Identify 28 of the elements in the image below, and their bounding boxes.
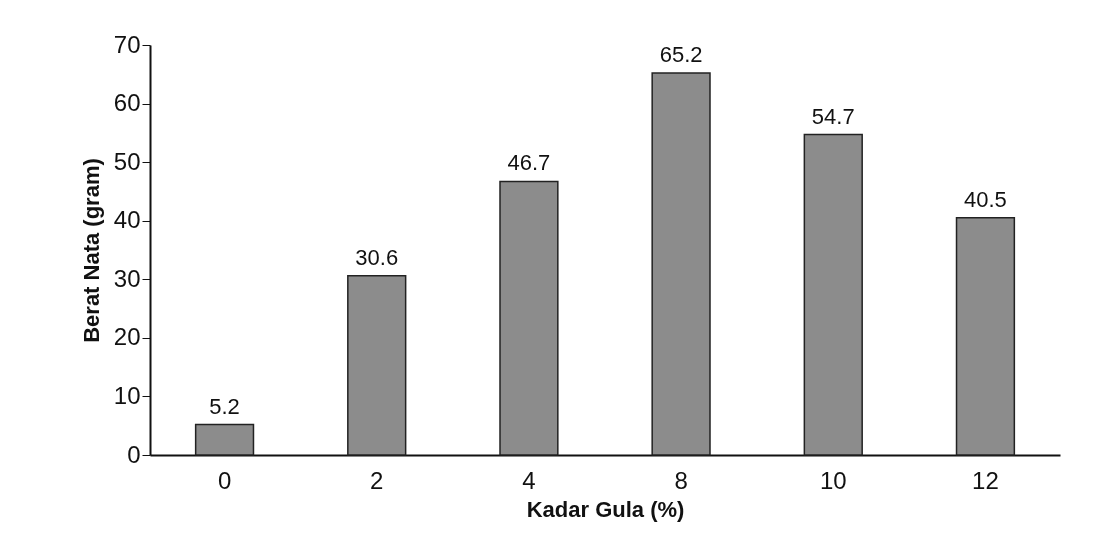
bar: [194, 423, 255, 456]
data-label: 40.5: [964, 186, 1007, 212]
y-tick-label: 70: [113, 30, 141, 58]
y-tick-label: 20: [113, 323, 141, 351]
x-tick-label: 10: [819, 466, 847, 494]
data-label: 54.7: [811, 103, 855, 129]
y-tick-label: 50: [113, 147, 141, 175]
x-tick-label: 12: [972, 466, 999, 494]
bar: [651, 72, 711, 456]
data-label: 46.7: [507, 150, 551, 176]
x-tick-label: 0: [217, 466, 232, 494]
x-tick-label: 2: [370, 466, 384, 494]
y-axis-title: Berat Nata (gram): [78, 158, 104, 343]
data-label: 30.6: [355, 244, 399, 270]
data-label: 5.2: [209, 393, 240, 419]
x-tick-label: 8: [674, 466, 688, 494]
bar: [347, 275, 407, 456]
y-tick-label: 10: [113, 381, 141, 409]
x-axis-title: Kadar Gula (%): [526, 496, 685, 522]
y-tick-label: 40: [113, 206, 141, 234]
data-label: 65.2: [659, 42, 703, 68]
bar: [955, 217, 1016, 456]
bar: [803, 133, 863, 456]
y-tick-label: 30: [113, 264, 141, 292]
y-tick-label: 0: [127, 440, 141, 468]
x-tick-label: 4: [522, 466, 536, 494]
y-tick-label: 60: [113, 89, 141, 117]
bar: [499, 180, 559, 456]
